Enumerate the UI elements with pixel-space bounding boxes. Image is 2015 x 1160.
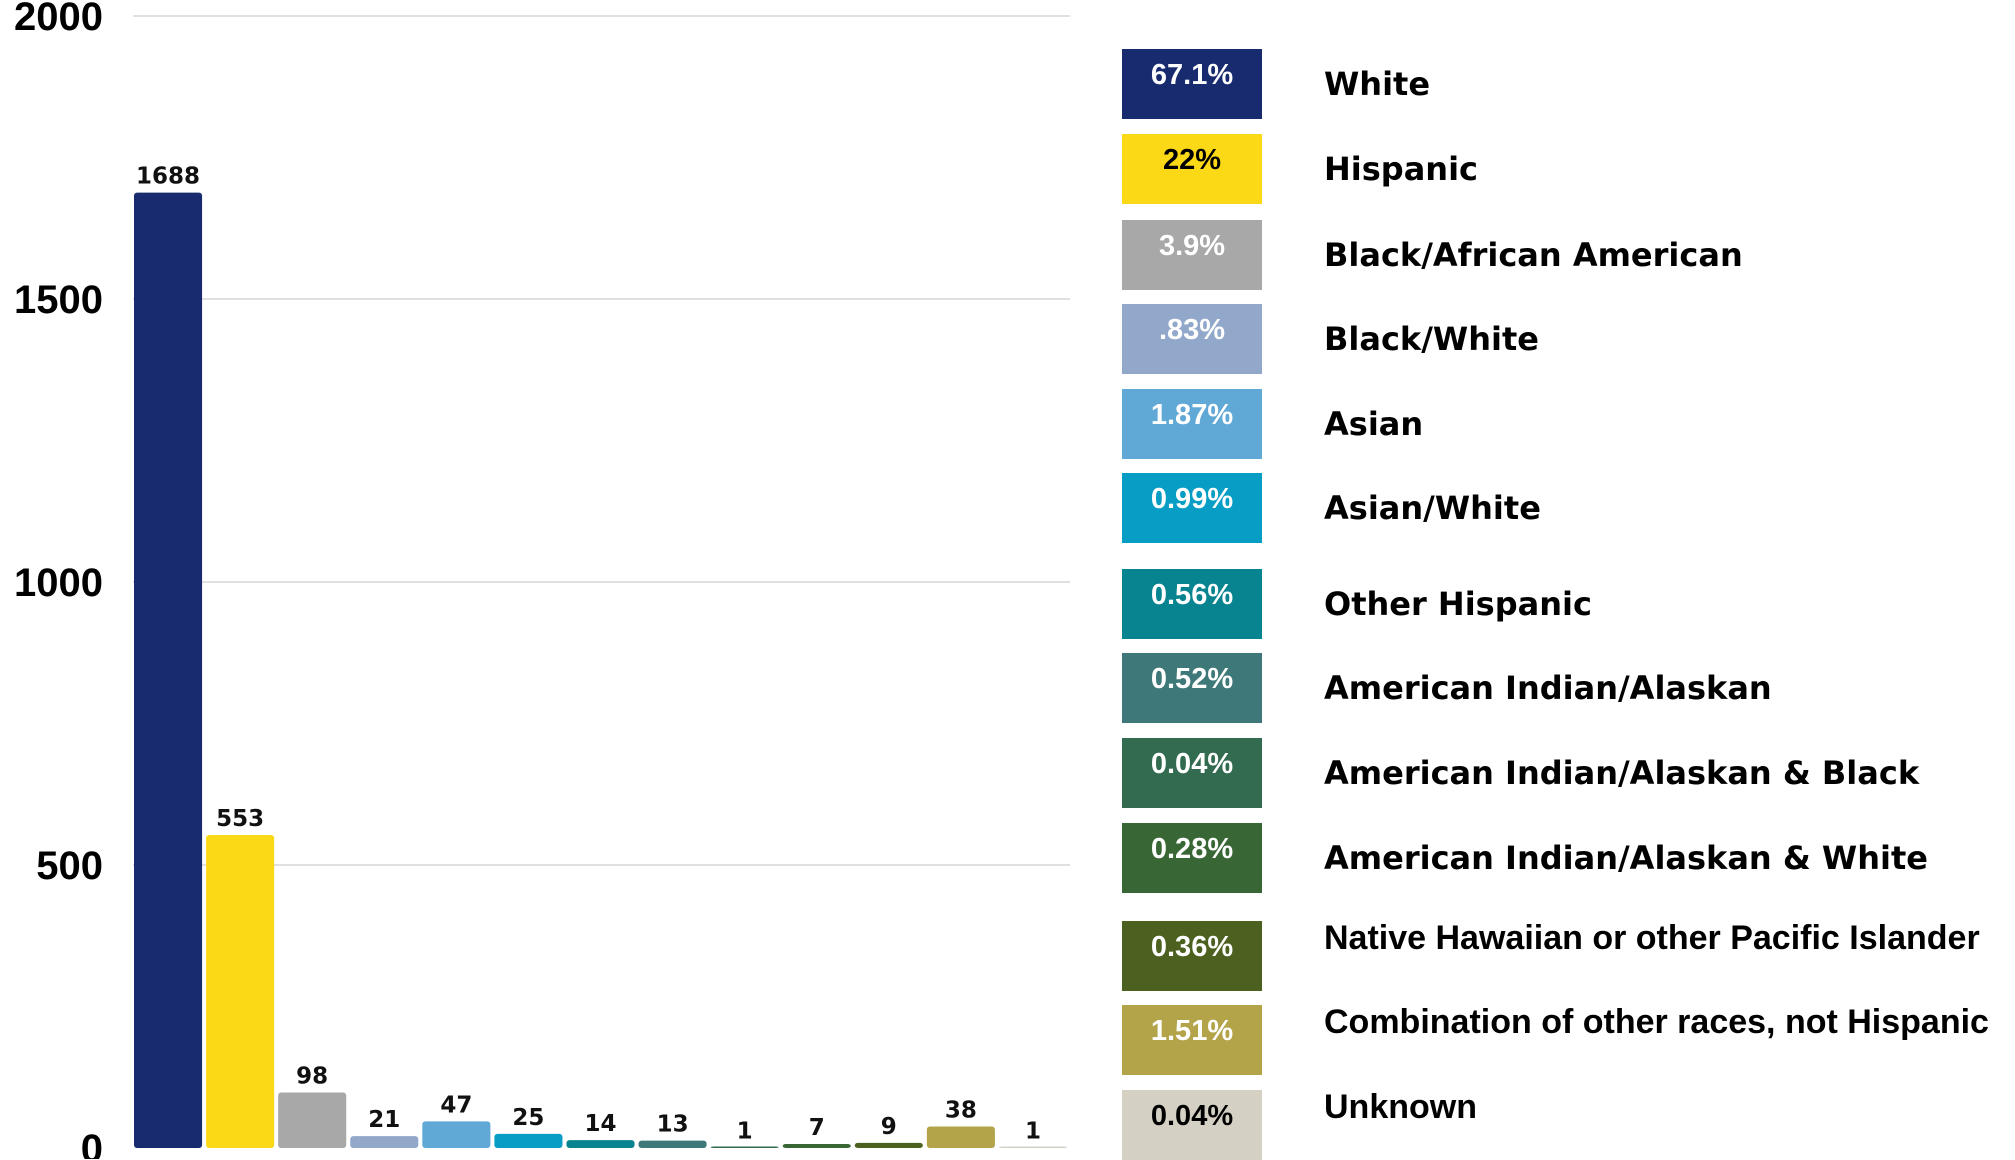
legend-label: Black/White — [1324, 320, 1539, 358]
bar — [422, 1121, 491, 1148]
legend-swatch-percentage: 22% — [1122, 134, 1262, 204]
legend-swatch-percentage: .83% — [1122, 304, 1262, 374]
gridlines — [133, 15, 1070, 866]
legend-item: .83% Black/White — [1122, 304, 2015, 374]
y-tick-label: 500 — [36, 844, 103, 888]
legend-item: 22% Hispanic — [1122, 134, 2015, 204]
legend-swatch-percentage: 0.04% — [1122, 738, 1262, 808]
data-label: 553 — [216, 806, 264, 832]
data-label: 1688 — [136, 164, 200, 190]
legend-item: 1.87% Asian — [1122, 389, 2015, 459]
legend-swatch-percentage: 67.1% — [1122, 49, 1262, 119]
legend-label: Asian/White — [1324, 489, 1541, 527]
legend-swatch-percentage: 0.04% — [1122, 1090, 1262, 1160]
data-label: 21 — [368, 1107, 400, 1133]
data-label: 14 — [584, 1111, 616, 1137]
y-axis-ticks: 0 500 1000 1500 2000 — [14, 0, 103, 1159]
y-tick-label: 1000 — [14, 561, 103, 605]
data-label: 13 — [657, 1112, 689, 1138]
legend-label: American Indian/Alaskan & Black — [1324, 754, 1920, 792]
legend-label: Combination of other races, not Hispanic — [1324, 1003, 1989, 1041]
legend-label: American Indian/Alaskan & White — [1324, 839, 1928, 877]
legend-item: 0.99% Asian/White — [1122, 473, 2015, 543]
legend-label: White — [1324, 65, 1431, 103]
legend-swatch-percentage: 0.52% — [1122, 653, 1262, 723]
bar — [494, 1133, 563, 1148]
data-label: 1 — [737, 1118, 753, 1144]
legend-item: 0.52% American Indian/Alaskan — [1122, 653, 2015, 723]
data-label: 47 — [440, 1092, 472, 1118]
legend-label: Other Hispanic — [1324, 585, 1592, 623]
legend-item: 67.1% White — [1122, 49, 2015, 119]
bar — [926, 1126, 995, 1148]
legend-item: 0.56% Other Hispanic — [1122, 569, 2015, 639]
legend-label: Native Hawaiian or other Pacific Islande… — [1324, 919, 1980, 957]
bar — [782, 1144, 851, 1148]
data-label: 7 — [809, 1115, 825, 1141]
legend-swatch-percentage: 0.99% — [1122, 473, 1262, 543]
legend-item: 0.04% Unknown — [1122, 1088, 2015, 1160]
bar — [854, 1142, 923, 1148]
legend-swatch-percentage: 0.28% — [1122, 823, 1262, 893]
legend-label: Unknown — [1324, 1088, 1477, 1126]
legend-item: 1.51% Combination of other races, not His… — [1122, 1003, 2015, 1075]
bar-chart: 0 500 1000 1500 2000 1688 553 98 21 47 25 14 13 1 7 9 3… — [14, 0, 1070, 1159]
legend-item: 0.36% Native Hawaiian or other Pacific Is… — [1122, 919, 2015, 991]
legend-swatch-percentage: 0.56% — [1122, 569, 1262, 639]
legend: 67.1% White 22% Hispanic 3.9% Black/African A… — [1122, 0, 2015, 1160]
data-label: 38 — [945, 1097, 977, 1123]
bar — [134, 192, 203, 1149]
y-tick-label: 0 — [81, 1127, 103, 1159]
bar — [638, 1140, 707, 1148]
bar — [350, 1136, 419, 1148]
bar — [566, 1140, 635, 1148]
legend-swatch-percentage: 0.36% — [1122, 921, 1262, 991]
bar — [710, 1146, 779, 1148]
bar — [206, 835, 275, 1148]
y-tick-label: 1500 — [14, 278, 103, 322]
legend-label: Asian — [1324, 405, 1424, 443]
legend-label: Black/African American — [1324, 236, 1743, 274]
bar — [278, 1092, 347, 1148]
data-label: 98 — [296, 1064, 328, 1090]
data-label: 1 — [1025, 1118, 1041, 1144]
legend-swatch-percentage: 3.9% — [1122, 220, 1262, 290]
legend-label: Hispanic — [1324, 150, 1479, 188]
legend-item: 0.04% American Indian/Alaskan & Black — [1122, 738, 2015, 808]
data-label: 25 — [512, 1105, 544, 1131]
legend-swatch-percentage: 1.87% — [1122, 389, 1262, 459]
legend-item: 0.28% American Indian/Alaskan & White — [1122, 823, 2015, 893]
data-label: 9 — [881, 1114, 897, 1140]
bars — [134, 192, 1067, 1149]
legend-label: American Indian/Alaskan — [1324, 669, 1772, 707]
legend-swatch-percentage: 1.51% — [1122, 1005, 1262, 1075]
data-labels: 1688 553 98 21 47 25 14 13 1 7 9 38 1 — [136, 164, 1041, 1145]
legend-item: 3.9% Black/African American — [1122, 220, 2015, 290]
y-tick-label: 2000 — [14, 0, 103, 39]
bar — [998, 1146, 1067, 1148]
